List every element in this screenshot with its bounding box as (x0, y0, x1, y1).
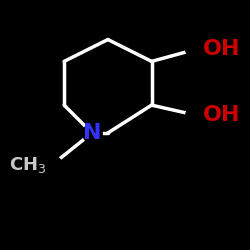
Text: OH: OH (203, 40, 241, 60)
Text: N: N (83, 123, 101, 143)
Text: CH$_3$: CH$_3$ (9, 155, 46, 175)
Text: OH: OH (203, 105, 241, 125)
